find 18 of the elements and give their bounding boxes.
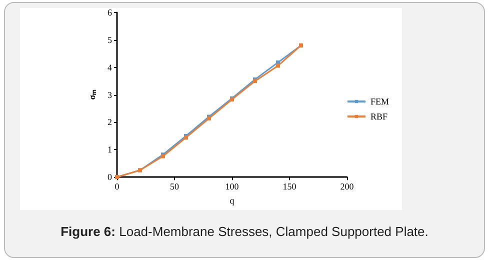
caption: Figure 6: Load-Membrane Stresses, Clamped Supported Plate.: [60, 224, 430, 239]
y-tick-label: 5: [108, 34, 112, 45]
x-axis-title: q: [230, 196, 235, 206]
x-tick-label: 100: [225, 182, 240, 192]
x-tick-label: 200: [340, 182, 354, 192]
y-tick-label: 6: [108, 8, 112, 18]
legend-label: FEM: [370, 96, 390, 106]
point: [276, 64, 280, 68]
x-tick-label: 150: [282, 182, 297, 192]
y-tick-label: 0: [108, 172, 112, 182]
y-tick-label: 2: [108, 117, 112, 128]
x-tick-label: 50: [170, 182, 180, 192]
x-tick-label: 0: [114, 182, 120, 192]
y-axis-title: σₘ: [87, 88, 98, 100]
y-tick-label: 3: [108, 90, 112, 100]
y-tick-label: 1: [108, 144, 112, 155]
y-tick-label: 4: [108, 62, 112, 72]
legend-label: RBF: [370, 112, 388, 122]
